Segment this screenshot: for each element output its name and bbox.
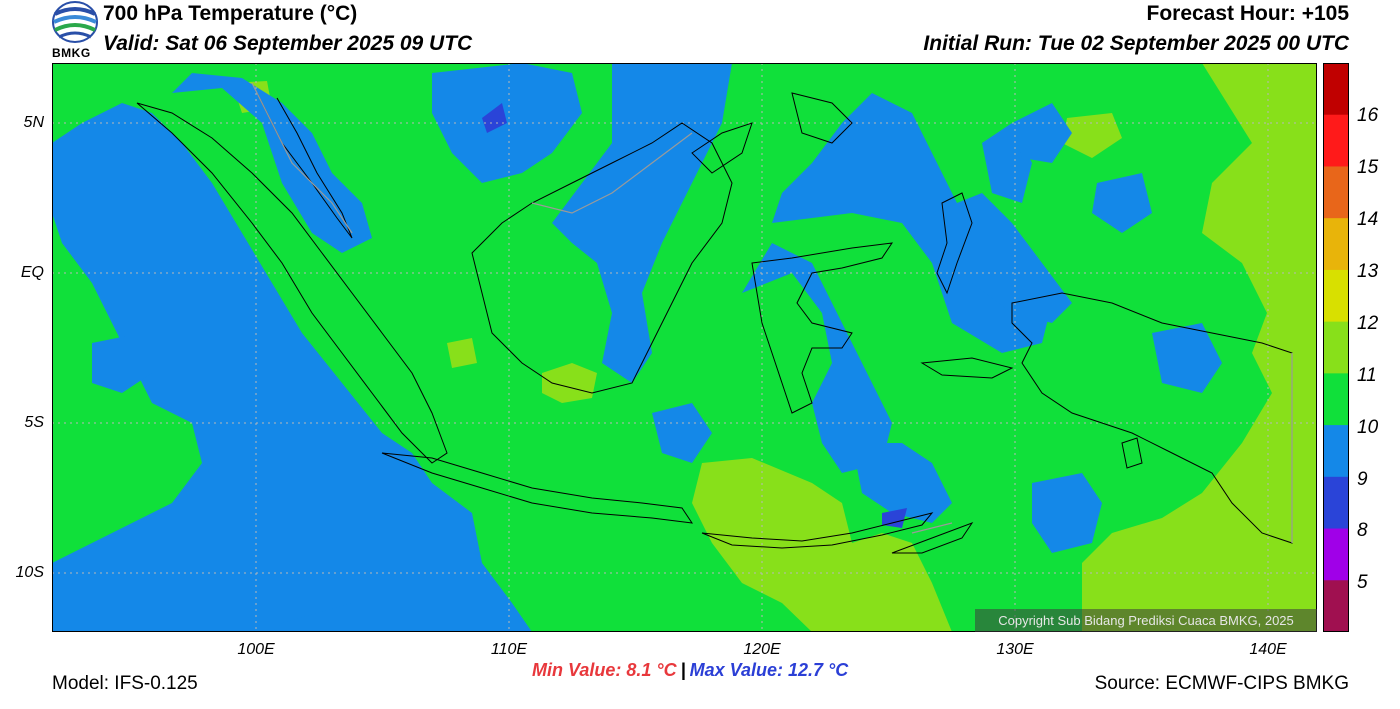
source-info: Source: ECMWF-CIPS BMKG	[1094, 673, 1349, 694]
colorbar-label-12: 12	[1357, 313, 1379, 334]
temperature-map	[52, 63, 1317, 632]
colorbar-label-13: 13	[1357, 261, 1379, 282]
map-title: 700 hPa Temperature (°C)	[103, 2, 358, 25]
copyright-notice: Copyright Sub Bidang Prediksi Cuaca BMKG…	[975, 609, 1317, 632]
min-value: Min Value: 8.1 °C	[532, 660, 677, 680]
max-value: Max Value: 12.7 °C	[689, 660, 849, 680]
map-canvas	[52, 63, 1317, 632]
field-cold-specks	[482, 103, 907, 528]
lon-label-140e: 140E	[1249, 641, 1287, 658]
colorbar-border	[1323, 63, 1349, 632]
colorbar-segment	[1323, 528, 1349, 581]
map-border	[52, 63, 1317, 632]
initial-run: Initial Run: Tue 02 September 2025 00 UT…	[923, 32, 1349, 55]
colorbar-segment	[1323, 114, 1349, 167]
separator: |	[680, 660, 686, 680]
colorbar-segment	[1323, 63, 1349, 116]
lat-label-10s: 10S	[15, 564, 44, 581]
colorbar-segment	[1323, 373, 1349, 426]
colorbar-segment	[1323, 425, 1349, 478]
field-cool-areas	[52, 63, 1222, 632]
lat-label-5s: 5S	[24, 414, 44, 431]
lon-label-100e: 100E	[237, 641, 275, 658]
colorbar-label-15: 15	[1357, 157, 1379, 178]
colorbar-label-16: 16	[1357, 105, 1379, 126]
colorbar-label-8: 8	[1357, 520, 1368, 541]
colorbar-label-14: 14	[1357, 209, 1379, 230]
lon-label-130e: 130E	[996, 641, 1034, 658]
colorbar-segment	[1323, 476, 1349, 530]
coastlines	[136, 92, 1293, 554]
graticule	[52, 63, 1317, 632]
colorbar-canvas	[1323, 63, 1349, 633]
colorbar-segment	[1323, 218, 1349, 271]
logo-text: BMKG	[52, 46, 91, 60]
colorbar-segment	[1323, 269, 1349, 323]
lon-label-110e: 110E	[490, 641, 528, 658]
colorbar-segment	[1323, 580, 1349, 633]
colorbar-label-5: 5	[1357, 572, 1368, 593]
colorbar-label-9: 9	[1357, 469, 1368, 490]
valid-time: Valid: Sat 06 September 2025 09 UTC	[103, 32, 473, 55]
lat-label-5n: 5N	[23, 114, 44, 131]
colorbar-label-11: 11	[1357, 365, 1377, 386]
forecast-hour: Forecast Hour: +105	[1146, 2, 1350, 25]
colorbar-label-10: 10	[1357, 417, 1379, 438]
lon-label-120e: 120E	[743, 641, 781, 658]
bmkg-logo: BMKG	[50, 0, 100, 62]
colorbar-segment	[1323, 321, 1349, 374]
min-max-values: Min Value: 8.1 °C | Max Value: 12.7 °C	[532, 660, 848, 681]
model-info: Model: IFS-0.125	[52, 673, 198, 694]
colorbar	[1323, 63, 1349, 633]
colorbar-segment	[1323, 166, 1349, 219]
lat-label-eq: EQ	[20, 264, 44, 281]
borders	[251, 82, 1293, 543]
